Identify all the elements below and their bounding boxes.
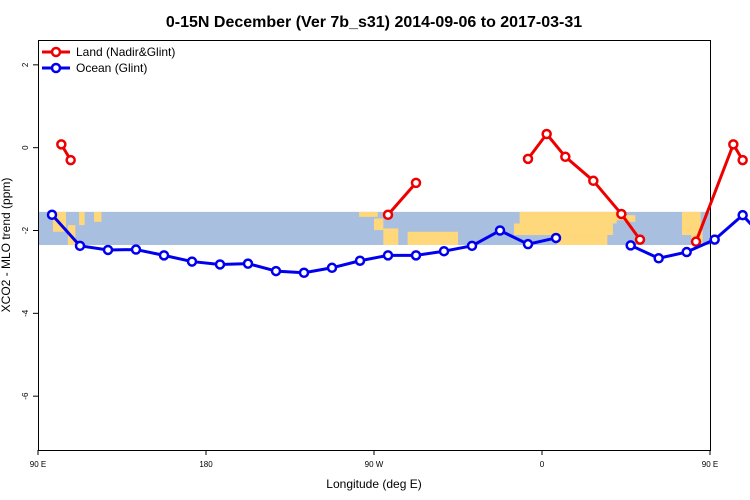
legend-ocean-label: Ocean (Glint) [76, 61, 147, 75]
land-data-point [728, 139, 739, 150]
series-layer [46, 128, 750, 278]
series-ocean [46, 209, 750, 278]
legend-ocean-marker [50, 62, 62, 74]
map-land-6 [383, 228, 399, 245]
ocean-data-point [270, 265, 282, 277]
land-data-point [634, 234, 646, 245]
ocean-data-point [242, 258, 254, 269]
ocean-data-point [681, 246, 692, 258]
ocean-data-point [382, 250, 394, 261]
ocean-data-point [625, 240, 636, 251]
ocean-data-point [494, 225, 506, 236]
ocean-data-point [186, 256, 198, 267]
ocean-data-point [74, 240, 86, 252]
legend-land-marker [50, 46, 62, 58]
x-tick-label: 0 [540, 460, 545, 469]
map-land-10 [556, 235, 608, 245]
ocean-data-point [298, 267, 310, 278]
map-land-9 [514, 223, 613, 236]
land-data-point [56, 139, 67, 150]
ocean-data-point [130, 244, 142, 255]
y-tick-label: 0 [21, 145, 30, 150]
map-land-4 [359, 211, 378, 217]
map-land-3 [94, 211, 102, 222]
y-axis: 2 0 -2 -4 -6 [21, 62, 38, 400]
y-axis-label: XCO2 - MLO trend (ppm) [0, 178, 13, 313]
y-tick-label: -4 [21, 309, 30, 317]
land-data-point [616, 208, 627, 220]
land-data-point [522, 153, 534, 165]
ocean-data-point [214, 259, 226, 270]
ocean-data-point [438, 245, 450, 257]
x-tick-label: 90 E [702, 460, 718, 469]
ocean-data-point [102, 244, 114, 256]
ocean-data-point [737, 209, 748, 221]
land-line-segment [694, 142, 744, 243]
ocean-data-point [326, 262, 338, 274]
ocean-line-segment [630, 213, 750, 260]
ocean-data-point [466, 240, 478, 252]
ocean-data-point [522, 238, 534, 250]
land-data-point [382, 209, 394, 221]
x-axis-label: Longitude (deg E) [326, 477, 421, 491]
land-data-point [560, 151, 571, 163]
map-land-13 [682, 211, 701, 236]
legend: Land (Nadir&Glint) Ocean (Glint) [42, 45, 175, 75]
ocean-data-point [709, 234, 720, 245]
map-land-5 [374, 218, 384, 231]
ocean-data-point [46, 209, 58, 221]
series-land [56, 128, 748, 247]
land-line-segment [386, 181, 418, 216]
map-land-12 [624, 215, 636, 222]
x-tick-label: 90 E [30, 460, 46, 469]
x-tick-label: 180 [199, 460, 213, 469]
y-tick-label: -6 [21, 392, 30, 400]
ocean-data-point [653, 253, 664, 264]
map-land-7 [407, 231, 458, 245]
land-data-point [65, 154, 76, 166]
land-data-point [588, 175, 599, 187]
legend-land-label: Land (Nadir&Glint) [76, 45, 175, 59]
ocean-data-point [158, 250, 170, 261]
land-data-point [541, 128, 552, 140]
map-land-8 [519, 211, 617, 224]
map-band [38, 211, 710, 245]
land-data-point [410, 177, 422, 189]
x-tick-label: 90 W [365, 460, 384, 469]
x-axis: 90 E 180 90 W 0 90 E [30, 450, 718, 469]
ocean-data-point [410, 250, 422, 261]
land-data-point [690, 236, 702, 247]
chart-title: 0-15N December (Ver 7b_s31) 2014-09-06 t… [166, 14, 582, 31]
ocean-data-point [550, 232, 562, 244]
y-tick-label: -2 [21, 226, 30, 234]
ocean-data-point [354, 255, 366, 266]
land-data-point [737, 154, 748, 166]
y-tick-label: 2 [21, 62, 30, 67]
map-land-2 [79, 211, 85, 226]
